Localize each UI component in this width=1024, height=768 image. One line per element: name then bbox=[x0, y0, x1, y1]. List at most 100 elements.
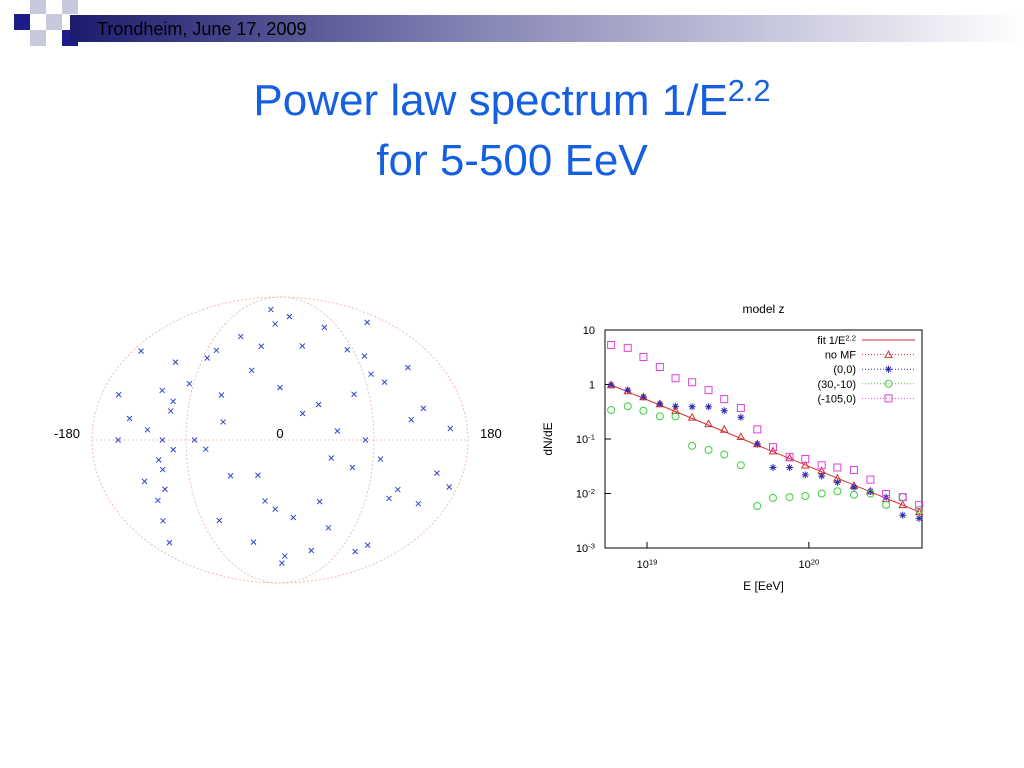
sky-point bbox=[299, 410, 306, 417]
marker bbox=[704, 386, 713, 395]
marker bbox=[720, 395, 729, 404]
sky-point bbox=[155, 497, 161, 504]
marker bbox=[639, 352, 648, 361]
marker bbox=[736, 404, 745, 413]
sky-point bbox=[255, 472, 261, 479]
sky-point bbox=[364, 319, 371, 326]
sky-point bbox=[362, 437, 369, 443]
sky-point bbox=[368, 371, 374, 378]
marker bbox=[898, 500, 908, 509]
x-tick-label: 1020 bbox=[798, 558, 819, 571]
marker bbox=[818, 472, 826, 480]
legend-label: (30,-10) bbox=[817, 379, 856, 391]
sky-point bbox=[160, 517, 166, 524]
sky-point bbox=[237, 333, 244, 340]
legend-label: fit 1/E2.2 bbox=[817, 334, 856, 347]
legend-marker bbox=[884, 379, 893, 388]
marker bbox=[833, 487, 842, 496]
sky-point bbox=[155, 456, 162, 463]
sky-point bbox=[272, 321, 279, 327]
marker bbox=[688, 441, 697, 450]
marker bbox=[655, 362, 664, 371]
sky-point bbox=[258, 343, 265, 350]
sky-point bbox=[334, 428, 341, 434]
sky-point bbox=[186, 380, 193, 387]
sky-point bbox=[159, 466, 166, 473]
slide-title: Power law spectrum 1/E2.2 bbox=[253, 73, 770, 125]
x-axis-label: E [EeV] bbox=[743, 579, 784, 593]
marker bbox=[833, 478, 841, 486]
header-bar bbox=[70, 15, 1024, 42]
sky-point bbox=[286, 313, 293, 320]
marker bbox=[655, 412, 664, 421]
marker bbox=[898, 493, 907, 502]
marker bbox=[688, 378, 697, 387]
marker bbox=[801, 492, 810, 500]
sky-point bbox=[405, 364, 411, 371]
y-tick-label: 1 bbox=[589, 380, 595, 392]
sky-point bbox=[321, 324, 328, 331]
sky-point bbox=[325, 524, 332, 531]
header-text: Trondheim, June 17, 2009 bbox=[97, 19, 306, 39]
sky-point bbox=[268, 306, 274, 313]
sky-point bbox=[218, 392, 225, 398]
marker bbox=[720, 407, 728, 415]
y-tick-label: 10-1 bbox=[576, 433, 595, 446]
sky-point bbox=[420, 405, 427, 412]
sky-point bbox=[308, 547, 315, 554]
marker bbox=[866, 489, 875, 498]
marker bbox=[882, 489, 891, 498]
marker bbox=[705, 403, 713, 411]
marker bbox=[786, 463, 794, 471]
sky-point bbox=[170, 446, 177, 453]
sky-point bbox=[386, 495, 392, 502]
marker bbox=[850, 483, 858, 491]
marker bbox=[753, 501, 762, 510]
marker bbox=[768, 493, 777, 502]
marker bbox=[736, 432, 746, 441]
marker bbox=[915, 500, 924, 509]
marker bbox=[753, 440, 761, 448]
marker bbox=[687, 412, 697, 421]
sky-point bbox=[138, 348, 144, 354]
marker bbox=[915, 505, 924, 514]
legend-label: (0,0) bbox=[833, 364, 856, 376]
legend-marker bbox=[884, 350, 893, 358]
corner-squares bbox=[14, 0, 78, 46]
legend-label: (-105,0) bbox=[817, 393, 856, 405]
sky-point bbox=[216, 517, 223, 524]
marker bbox=[719, 424, 729, 433]
marker bbox=[753, 425, 762, 434]
sky-map-frame bbox=[91, 296, 469, 584]
legend-marker bbox=[885, 365, 892, 373]
sky-point bbox=[213, 347, 220, 354]
sky-point bbox=[115, 391, 122, 398]
sky-point bbox=[172, 359, 179, 366]
sky-point bbox=[115, 437, 122, 443]
marker bbox=[801, 471, 809, 479]
sky-point bbox=[250, 539, 257, 546]
sky-point bbox=[281, 553, 288, 559]
y-tick-label: 10-2 bbox=[576, 487, 595, 500]
sky-point bbox=[434, 470, 440, 476]
marker bbox=[672, 402, 680, 410]
sky-point bbox=[126, 415, 133, 422]
sky-point bbox=[159, 437, 166, 443]
sky-point bbox=[279, 560, 285, 566]
sky-point bbox=[364, 542, 371, 548]
marker bbox=[768, 443, 777, 452]
marker bbox=[736, 461, 745, 470]
sky-point bbox=[328, 455, 335, 461]
marker bbox=[785, 493, 794, 502]
sky-point bbox=[352, 548, 359, 555]
y-axis-label: dN/dE bbox=[541, 422, 555, 455]
sky-point bbox=[381, 379, 388, 385]
sky-point bbox=[202, 446, 209, 453]
marker bbox=[849, 490, 858, 499]
sky-point bbox=[344, 346, 351, 353]
marker bbox=[623, 386, 633, 395]
marker bbox=[639, 393, 647, 401]
marker bbox=[769, 463, 777, 471]
sky-point bbox=[377, 456, 384, 462]
